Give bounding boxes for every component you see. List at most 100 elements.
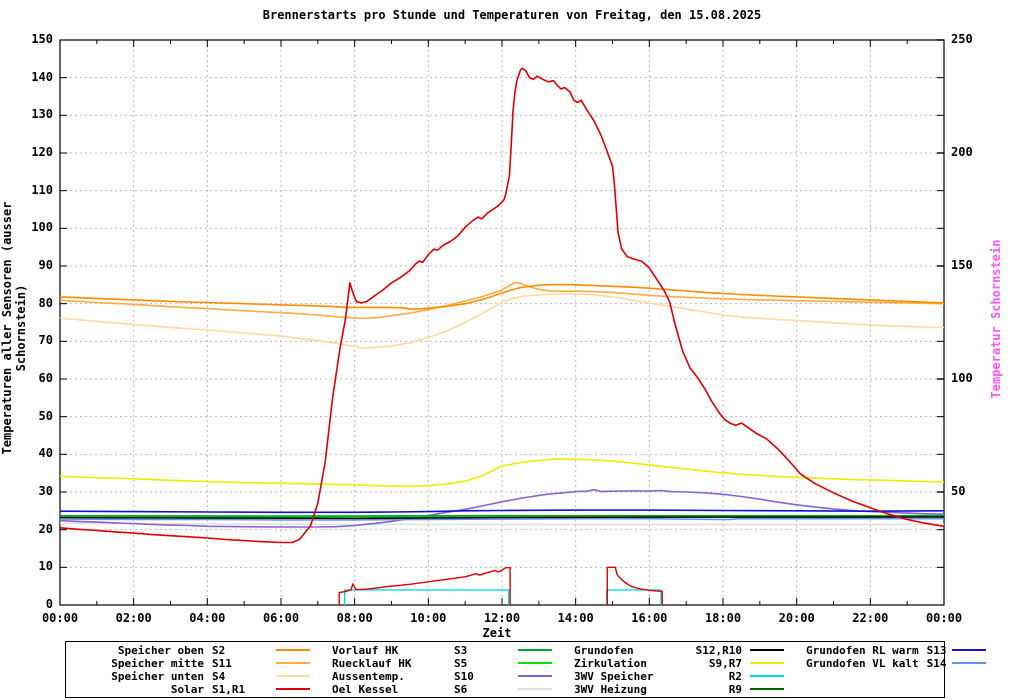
legend-empty-cell xyxy=(792,670,940,683)
x-tick-label: 00:00 xyxy=(925,611,963,625)
series-S11 xyxy=(59,281,945,320)
legend-label: Speicher mitte xyxy=(111,656,204,670)
y-axis-right-label: Temperatur Schornstein xyxy=(989,239,1003,399)
y-right-tick-label: 150 xyxy=(951,258,973,272)
y-left-tick-label: 150 xyxy=(31,32,53,46)
series-S6 xyxy=(59,522,944,526)
legend-color-line xyxy=(952,649,987,651)
y-right-tick-label: 250 xyxy=(951,32,973,46)
legend-color-line xyxy=(518,662,552,664)
legend-entry-S10: Aussentemp. S10 xyxy=(318,670,560,683)
series-R2 xyxy=(344,589,510,605)
legend-color-line xyxy=(750,688,784,690)
legend-color-line xyxy=(750,662,784,664)
legend-sensor-code: S10 xyxy=(454,669,474,683)
x-tick-label: 18:00 xyxy=(704,611,742,625)
legend-label: Speicher oben xyxy=(117,643,204,657)
legend-sensor-code: S11 xyxy=(212,656,232,670)
legend-empty-cell xyxy=(792,683,940,696)
series-S13 xyxy=(59,509,945,514)
x-tick-label: 12:00 xyxy=(483,611,521,625)
y-left-tick-label: 90 xyxy=(38,258,53,272)
legend-label: Ruecklauf HK xyxy=(332,656,412,670)
x-tick-label: 20:00 xyxy=(778,611,815,625)
series-S1 xyxy=(59,67,945,544)
legend-sensor-code: R2 xyxy=(728,669,742,683)
legend-label: 3WV Speicher xyxy=(574,669,654,683)
x-tick-label: 08:00 xyxy=(336,611,373,625)
legend-entry-S11: Speicher mitte S11 xyxy=(66,657,318,670)
x-tick-label: 10:00 xyxy=(410,611,447,625)
legend-label: Zirkulation xyxy=(574,656,647,670)
legend-color-line xyxy=(750,675,784,677)
legend-sensor-code: S13 xyxy=(926,643,947,657)
x-tick-label: 04:00 xyxy=(189,611,226,625)
legend-label: Aussentemp. xyxy=(332,669,405,683)
legend-sensor-code: S2 xyxy=(212,643,226,657)
y-right-tick-label: 100 xyxy=(951,371,973,385)
legend-entry-S3: Vorlauf HK S3 xyxy=(318,644,560,657)
legend-sensor-code: R9 xyxy=(728,682,742,696)
legend-entry-S1-R1: Solar S1,R1 xyxy=(66,683,318,696)
x-tick-label: 22:00 xyxy=(852,611,889,625)
legend-label: 3WV Heizung xyxy=(574,682,647,696)
y-left-tick-label: 0 xyxy=(45,597,53,611)
legend-sensor-code: S9,R7 xyxy=(708,656,742,670)
y-left-tick-label: 40 xyxy=(38,446,53,461)
legend-entry-S4: Speicher unten S4 xyxy=(66,670,318,683)
y-left-tick-label: 10 xyxy=(38,559,53,574)
legend-color-line xyxy=(518,675,552,677)
series-R1 xyxy=(338,567,511,605)
legend-color-line xyxy=(276,675,310,677)
x-tick-label: 06:00 xyxy=(262,611,300,625)
legend-entry-S14: Grundofen VL kalt S14 xyxy=(792,656,987,670)
legend-color-line xyxy=(276,649,310,651)
legend-color-line xyxy=(952,662,987,664)
legend-sensor-code: S14 xyxy=(926,656,947,670)
legend-entry-S6: Oel Kessel S6 xyxy=(318,683,560,696)
y-right-tick-label: 200 xyxy=(951,145,973,159)
legend-entry-S12-R10: Grundofen S12,R10 xyxy=(560,644,792,657)
legend-label: Speicher unten xyxy=(111,669,204,683)
series-S14 xyxy=(59,517,944,521)
legend-entry-R9: 3WV Heizung R9 xyxy=(560,683,792,696)
y-left-tick-label: 30 xyxy=(38,484,53,498)
legend-entry-S9-R7: Zirkulation S9,R7 xyxy=(560,657,792,670)
series-S2 xyxy=(59,283,945,310)
legend-entry-S5: Ruecklauf HK S5 xyxy=(318,657,560,670)
legend-label: Vorlauf HK xyxy=(332,643,399,657)
legend-label: Oel Kessel xyxy=(332,682,399,696)
legend-sensor-code: S4 xyxy=(212,669,226,683)
legend-label: Solar xyxy=(170,682,204,696)
legend-sensor-code: S5 xyxy=(454,656,468,670)
y-left-tick-label: 110 xyxy=(31,182,53,197)
legend-color-line xyxy=(518,688,552,690)
x-tick-label: 02:00 xyxy=(115,611,152,625)
series-R2 xyxy=(605,589,662,605)
series-S12 xyxy=(59,516,945,520)
y-left-tick-label: 60 xyxy=(38,371,53,385)
chart-title: Brennerstarts pro Stunde und Temperature… xyxy=(262,8,762,22)
legend-sensor-code: S6 xyxy=(454,682,468,696)
legend-entry-S13: Grundofen RL warm S13 xyxy=(792,644,987,657)
legend-color-line xyxy=(518,649,552,651)
series-S4 xyxy=(59,293,945,349)
y-left-tick-label: 20 xyxy=(38,521,53,536)
legend-sensor-code: S1,R1 xyxy=(212,682,246,696)
y-left-tick-label: 70 xyxy=(38,333,53,348)
series-S10 xyxy=(59,488,945,528)
y-left-tick-label: 50 xyxy=(38,408,53,423)
legend-entry-S2: Speicher oben S2 xyxy=(66,644,318,657)
y-left-tick-label: 130 xyxy=(31,107,53,122)
legend-color-line xyxy=(750,649,784,651)
x-tick-label: 00:00 xyxy=(41,611,79,625)
y-left-tick-label: 100 xyxy=(31,220,53,235)
legend-color-line xyxy=(276,662,310,664)
legend-label: Grundofen VL kalt xyxy=(806,656,919,670)
legend-color-line xyxy=(276,688,310,690)
x-tick-label: 14:00 xyxy=(557,611,594,625)
y-right-tick-label: 50 xyxy=(951,484,966,498)
x-axis-label: Zeit xyxy=(482,626,512,640)
